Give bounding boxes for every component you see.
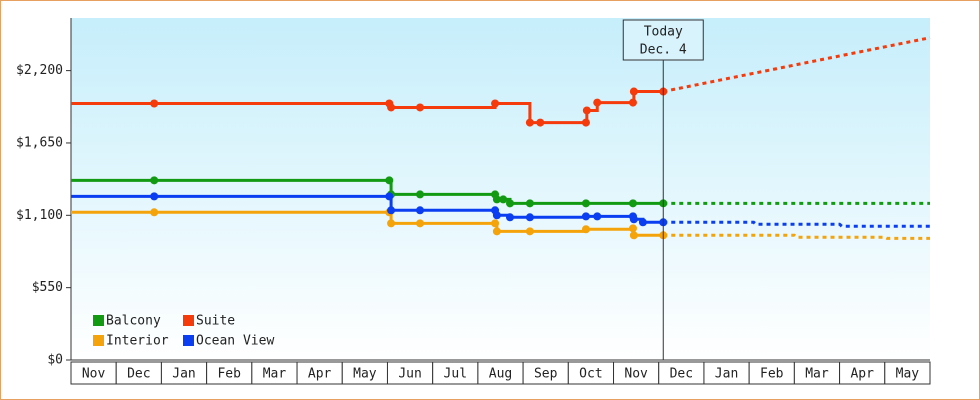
price-point (416, 103, 425, 112)
price-point (582, 106, 591, 115)
price-point (525, 213, 534, 222)
today-box (622, 19, 704, 61)
legend-swatch (183, 315, 194, 326)
month-cell (884, 361, 931, 385)
price-point (505, 213, 514, 222)
x-tick-label: May (896, 367, 920, 382)
today-label: Today (644, 25, 683, 40)
price-point (492, 211, 501, 220)
x-tick-label: Apr (850, 367, 874, 382)
y-tick-label: $1,100 (16, 208, 63, 223)
price-point (525, 227, 534, 236)
x-tick-label: Nov (624, 367, 648, 382)
x-tick-label: Jan (715, 367, 738, 382)
legend-label: Interior (106, 334, 169, 349)
price-point (536, 118, 545, 127)
price-point (629, 215, 638, 224)
legend-swatch (183, 335, 194, 346)
legend-swatch (93, 335, 104, 346)
price-point (150, 99, 159, 108)
x-tick-label: Mar (263, 367, 287, 382)
price-point (628, 98, 637, 107)
x-tick-label: Apr (308, 367, 332, 382)
x-tick-label: Mar (805, 367, 829, 382)
price-point (492, 195, 501, 204)
legend-swatch (93, 315, 104, 326)
price-point (525, 118, 534, 127)
price-point (491, 99, 500, 108)
price-point (491, 219, 500, 228)
price-point (499, 195, 508, 204)
legend-label: Balcony (106, 314, 161, 329)
price-point (416, 219, 425, 228)
price-point (387, 103, 396, 112)
price-point (385, 176, 394, 185)
price-point (416, 190, 425, 199)
price-point (581, 199, 590, 208)
price-point (150, 176, 159, 185)
price-point (638, 218, 647, 227)
price-point (416, 206, 425, 215)
price-point (629, 231, 638, 240)
x-tick-label: Nov (82, 367, 106, 382)
y-tick-label: $550 (32, 280, 63, 295)
x-tick-label: Dec (127, 367, 150, 382)
price-point (492, 227, 501, 236)
price-point (150, 208, 159, 217)
plot-area (71, 18, 930, 360)
y-tick-label: $2,200 (16, 63, 63, 78)
x-tick-label: Jan (172, 367, 195, 382)
price-point (593, 98, 602, 107)
price-point (628, 199, 637, 208)
x-tick-label: Aug (489, 367, 512, 382)
y-tick-label: $1,650 (16, 135, 63, 150)
price-point (581, 225, 590, 234)
price-point (525, 199, 534, 208)
x-tick-label: Dec (670, 367, 693, 382)
forecast-line (663, 233, 930, 240)
price-point (581, 118, 590, 127)
forecast-line (662, 36, 931, 94)
x-tick-label: Sep (534, 367, 558, 382)
x-tick-label: Jul (444, 367, 467, 382)
price-point (581, 212, 590, 221)
x-tick-label: May (353, 367, 377, 382)
x-tick-label: Feb (217, 367, 241, 382)
price-point (593, 212, 602, 221)
price-point (629, 87, 638, 96)
price-point (387, 219, 396, 228)
price-point (150, 192, 159, 201)
legend-label: Suite (196, 314, 235, 329)
legend-label: Ocean View (196, 334, 274, 349)
today-label: Dec. 4 (640, 43, 687, 58)
price-point (628, 224, 637, 233)
x-tick-label: Oct (579, 367, 602, 382)
y-tick-label: $0 (47, 353, 63, 368)
x-tick-label: Jun (398, 367, 421, 382)
price-point (385, 192, 394, 201)
price-point (505, 199, 514, 208)
price-point (387, 206, 396, 215)
forecast-line (663, 220, 930, 228)
x-tick-label: Feb (760, 367, 784, 382)
